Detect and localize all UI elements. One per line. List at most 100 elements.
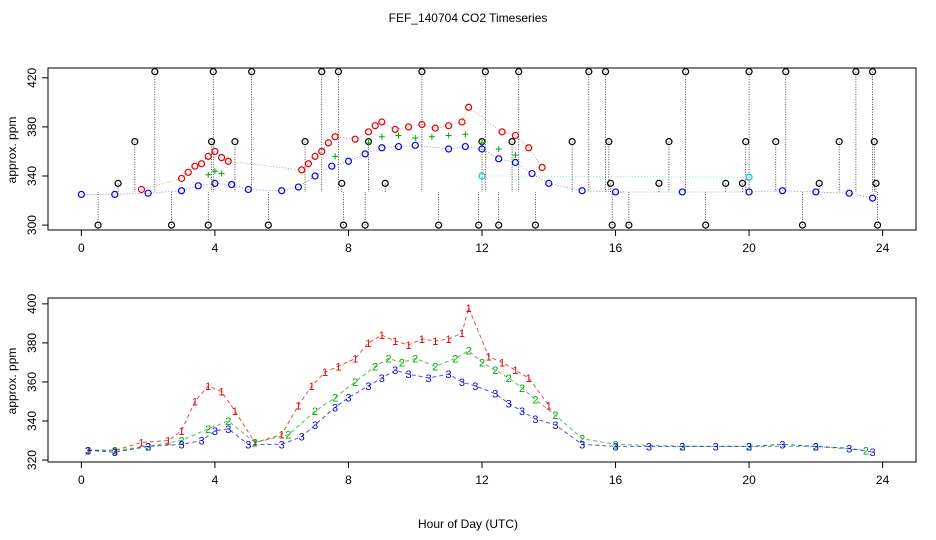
bottom-data-point: 2 xyxy=(746,441,752,453)
top-y-axis-label: approx. ppm xyxy=(5,117,19,184)
bottom-data-point: 2 xyxy=(252,437,258,449)
top-data-point xyxy=(605,138,613,146)
top-series-red-trace xyxy=(141,106,543,190)
top-data-point xyxy=(428,133,435,140)
top-data-point xyxy=(218,170,225,177)
bottom-data-point: 2 xyxy=(178,436,184,448)
top-data-point xyxy=(812,188,820,196)
bottom-data-point: 3 xyxy=(379,373,385,385)
top-data-point xyxy=(197,160,206,168)
top-data-point xyxy=(394,142,403,151)
top-x-tick-label: 4 xyxy=(212,241,219,255)
top-data-point xyxy=(318,68,326,76)
bottom-series-1-trace xyxy=(88,306,550,451)
top-data-point xyxy=(278,187,286,195)
top-y-tick-label: 380 xyxy=(25,117,39,137)
top-series-raw-spikes xyxy=(94,68,882,229)
bottom-data-point: 3 xyxy=(746,441,752,453)
top-data-point xyxy=(378,118,386,126)
bottom-data-point: 3 xyxy=(279,439,285,451)
top-x-tick-label: 8 xyxy=(345,241,352,255)
top-series-blue xyxy=(77,141,877,202)
top-data-point xyxy=(625,221,633,229)
bottom-data-point: 3 xyxy=(405,369,411,381)
top-data-point xyxy=(702,221,710,229)
top-data-point xyxy=(481,68,489,76)
top-data-point xyxy=(745,68,753,76)
bottom-data-point: 2 xyxy=(332,393,338,405)
top-data-point xyxy=(137,185,146,194)
bottom-data-point: 2 xyxy=(813,441,819,453)
top-x-tick-label: 20 xyxy=(742,241,756,255)
bottom-data-point: 3 xyxy=(426,373,432,385)
top-data-point xyxy=(431,124,439,132)
top-data-point xyxy=(538,163,546,172)
top-panel: approx. ppm 0 4 8 12 16 20 24 300 340 380 420 xyxy=(5,67,917,255)
bottom-data-point: 3 xyxy=(212,426,218,438)
bottom-data-point: 1 xyxy=(379,330,385,342)
top-data-point xyxy=(371,122,379,130)
top-data-point xyxy=(478,145,486,153)
top-data-point xyxy=(585,68,593,76)
bottom-data-point: 3 xyxy=(178,439,184,451)
top-x-tick-label: 16 xyxy=(609,241,623,255)
top-data-point xyxy=(94,221,102,229)
top-data-point xyxy=(395,132,402,139)
top-data-point xyxy=(381,179,389,187)
bottom-data-point: 2 xyxy=(452,354,458,366)
bottom-data-point: 2 xyxy=(225,416,231,428)
bottom-data-point: 1 xyxy=(486,352,492,364)
bottom-y-tick-label: 360 xyxy=(25,372,39,392)
top-data-point xyxy=(461,142,469,151)
top-data-point xyxy=(655,179,663,187)
bottom-data-point: 1 xyxy=(112,445,118,457)
top-x-tick-label: 0 xyxy=(78,241,85,255)
bottom-data-point: 3 xyxy=(332,402,338,414)
bottom-data-point: 1 xyxy=(432,336,438,348)
top-data-point xyxy=(478,172,486,180)
bottom-data-point: 1 xyxy=(178,426,184,438)
top-data-point xyxy=(835,138,843,146)
bottom-data-point: 2 xyxy=(679,441,685,453)
bottom-data-point: 3 xyxy=(345,393,351,405)
top-data-point xyxy=(445,145,453,153)
top-x-tick-label: 24 xyxy=(876,241,890,255)
top-data-point xyxy=(361,150,369,158)
bottom-data-point: 1 xyxy=(279,430,285,442)
top-data-point xyxy=(738,179,747,187)
top-x-tick-label: 12 xyxy=(475,241,489,255)
bottom-data-point: 1 xyxy=(309,381,315,393)
bottom-data-point: 3 xyxy=(392,365,398,377)
top-data-point xyxy=(114,179,122,187)
top-data-point xyxy=(868,194,877,202)
top-data-point xyxy=(294,183,302,191)
top-data-point xyxy=(334,68,343,76)
bottom-data-point: 3 xyxy=(612,441,618,453)
top-data-point xyxy=(211,168,218,175)
bottom-data-point: 3 xyxy=(199,436,205,448)
top-data-point xyxy=(722,179,730,187)
bottom-x-tick-label: 20 xyxy=(742,473,756,487)
top-data-point xyxy=(511,158,519,167)
bottom-data-point: 2 xyxy=(612,439,618,451)
top-data-point xyxy=(479,139,485,146)
top-y-tick-label: 300 xyxy=(25,215,39,235)
top-data-point xyxy=(778,187,787,195)
top-data-point xyxy=(465,103,473,111)
bottom-data-point: 3 xyxy=(446,369,452,381)
bottom-data-point: 1 xyxy=(335,361,341,373)
top-data-point xyxy=(228,180,236,189)
top-data-point xyxy=(545,179,553,187)
top-data-point xyxy=(528,169,536,178)
top-data-point xyxy=(191,162,199,170)
top-series-red xyxy=(137,103,546,194)
bottom-x-tick-label: 0 xyxy=(78,473,85,487)
bottom-data-point: 1 xyxy=(205,381,211,393)
bottom-data-point: 2 xyxy=(532,395,538,407)
bottom-data-point: 2 xyxy=(479,357,485,369)
top-data-point xyxy=(301,138,309,146)
